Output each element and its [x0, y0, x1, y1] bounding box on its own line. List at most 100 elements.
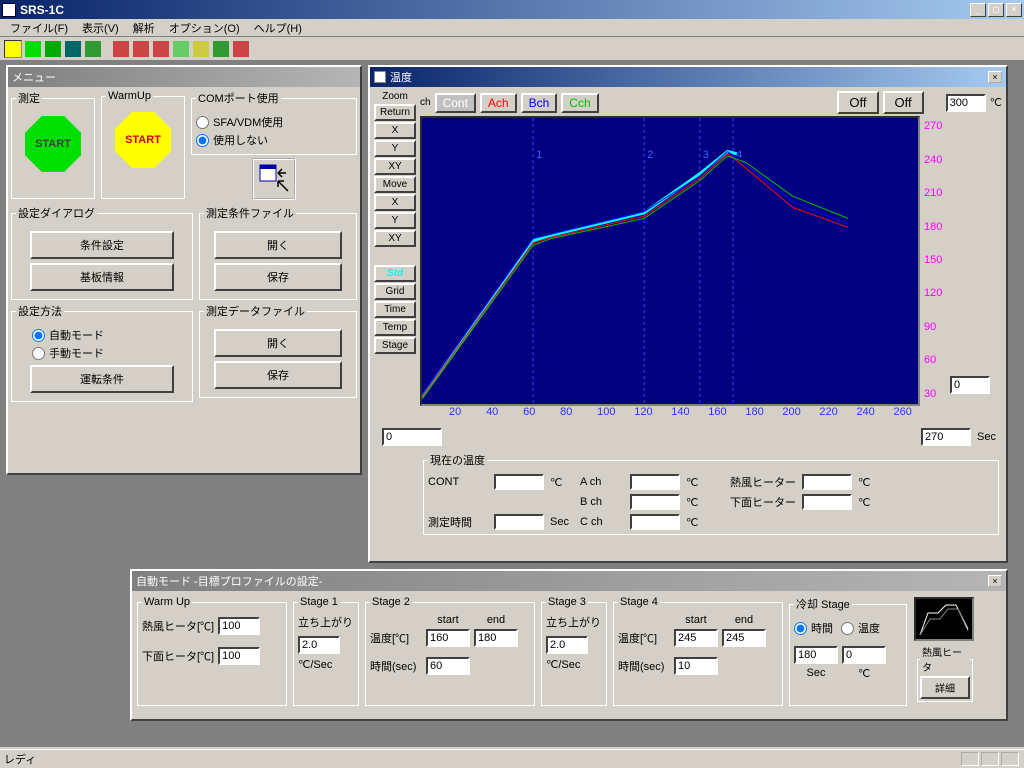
- ach-label: A ch: [580, 476, 624, 488]
- warmup-start-button[interactable]: START: [115, 112, 171, 168]
- cooling-group: 冷却 Stage: [794, 596, 852, 612]
- run-condition-button[interactable]: 運転条件: [30, 365, 174, 393]
- warmup-group: Warm Up: [142, 596, 192, 608]
- datafile-save-button[interactable]: 保存: [214, 361, 342, 389]
- bch-button[interactable]: Bch: [521, 93, 558, 113]
- toolbar-btn-2[interactable]: [24, 40, 42, 58]
- datafile-label: 測定データファイル: [204, 303, 307, 319]
- xmax-input[interactable]: [921, 428, 971, 446]
- off-a-button[interactable]: Off: [837, 91, 878, 114]
- stage2-temp-start[interactable]: [426, 629, 470, 647]
- toolbar-btn-6[interactable]: [112, 40, 130, 58]
- toolbar-btn-5[interactable]: [84, 40, 102, 58]
- temp-panel-title: 温度 ×: [370, 67, 1006, 87]
- temp-panel-close[interactable]: ×: [988, 71, 1002, 83]
- stage2-time[interactable]: [426, 657, 470, 675]
- toolbar-btn-9[interactable]: [172, 40, 190, 58]
- off-b-button[interactable]: Off: [883, 91, 924, 114]
- toolbar-btn-4[interactable]: [64, 40, 82, 58]
- toolbar-btn-3[interactable]: [44, 40, 62, 58]
- maximize-button[interactable]: □: [988, 3, 1004, 17]
- ymax-input[interactable]: [946, 94, 986, 112]
- cooling-time-input[interactable]: [794, 646, 838, 664]
- stage3-group: Stage 3: [546, 596, 588, 608]
- method-manual[interactable]: 手動モード: [32, 345, 188, 361]
- profile-panel-title: 自動モード -目標プロファイルの設定- ×: [132, 571, 1006, 591]
- curtemp-label: 現在の温度: [428, 452, 487, 468]
- toolbar-btn-8[interactable]: [152, 40, 170, 58]
- cch-value: [630, 514, 680, 530]
- zoom-btn-y-2[interactable]: Y: [374, 140, 416, 157]
- menu-help[interactable]: ヘルプ(H): [248, 18, 308, 38]
- menu-view[interactable]: 表示(V): [76, 18, 125, 38]
- view-btn-grid[interactable]: Grid: [374, 283, 416, 300]
- toolbar-btn-1[interactable]: [4, 40, 22, 58]
- cch-label: C ch: [580, 516, 624, 528]
- stage4-group: Stage 4: [618, 596, 660, 608]
- status-cell-3: [1001, 752, 1019, 766]
- profile-panel-close[interactable]: ×: [988, 575, 1002, 587]
- comport-opt2[interactable]: 使用しない: [196, 132, 352, 148]
- bch-value: [630, 494, 680, 510]
- board-info-button[interactable]: 基板情報: [30, 263, 174, 291]
- zoom-btn-return-0[interactable]: Return: [374, 104, 416, 121]
- method-auto[interactable]: 自動モード: [32, 327, 188, 343]
- status-text: レディ: [4, 751, 36, 767]
- stage4-temp-end[interactable]: [722, 629, 766, 647]
- view-btn-temp[interactable]: Temp: [374, 319, 416, 336]
- cooling-temp-input[interactable]: [842, 646, 886, 664]
- dialog-label: 設定ダイアログ: [16, 205, 97, 221]
- measure-start-button[interactable]: START: [25, 116, 81, 172]
- stage4-time[interactable]: [674, 657, 718, 675]
- zoom-buttons: ReturnXYXYMoveXYXY: [374, 104, 416, 247]
- zoom-btn-move-4[interactable]: Move: [374, 176, 416, 193]
- stage1-input[interactable]: [298, 636, 340, 654]
- minimize-button[interactable]: _: [970, 3, 986, 17]
- menu-analysis[interactable]: 解析: [127, 18, 161, 38]
- cch-button[interactable]: Cch: [561, 93, 598, 113]
- ach-value: [630, 474, 680, 490]
- y-offset-input[interactable]: [950, 376, 990, 394]
- menu-file[interactable]: ファイル(F): [4, 18, 74, 38]
- zoom-label: Zoom: [374, 91, 416, 102]
- detail-button[interactable]: 詳細: [920, 676, 970, 699]
- window-select-button[interactable]: [252, 158, 296, 200]
- statusbar: レディ: [0, 749, 1024, 768]
- measure-label: 測定: [16, 90, 42, 106]
- toolbar-btn-11[interactable]: [212, 40, 230, 58]
- xmin-input[interactable]: [382, 428, 442, 446]
- zoom-btn-xy-3[interactable]: XY: [374, 158, 416, 175]
- comport-opt1[interactable]: SFA/VDM使用: [196, 114, 352, 130]
- workspace: メニュー 測定 START WarmUp START COMポート使用 SFA/…: [0, 61, 1024, 747]
- ach-button[interactable]: Ach: [480, 93, 517, 113]
- menu-option[interactable]: オプション(O): [163, 18, 246, 38]
- cooling-time-radio[interactable]: 時間: [794, 620, 833, 636]
- condfile-open-button[interactable]: 開く: [214, 231, 342, 259]
- datafile-open-button[interactable]: 開く: [214, 329, 342, 357]
- panel-icon: [374, 71, 386, 83]
- view-btn-stage[interactable]: Stage: [374, 337, 416, 354]
- condition-button[interactable]: 条件設定: [30, 231, 174, 259]
- zoom-btn-x-5[interactable]: X: [374, 194, 416, 211]
- view-btn-time[interactable]: Time: [374, 301, 416, 318]
- stage3-input[interactable]: [546, 636, 588, 654]
- cooling-temp-radio[interactable]: 温度: [841, 620, 880, 636]
- warmup-bottom-input[interactable]: [218, 647, 260, 665]
- stage4-temp-start[interactable]: [674, 629, 718, 647]
- zoom-btn-xy-7[interactable]: XY: [374, 230, 416, 247]
- temperature-chart[interactable]: 1234: [420, 116, 920, 406]
- stage2-temp-end[interactable]: [474, 629, 518, 647]
- cont-button[interactable]: Cont: [435, 93, 476, 113]
- close-button[interactable]: ×: [1006, 3, 1022, 17]
- view-btn-std[interactable]: Std: [374, 265, 416, 282]
- toolbar-btn-12[interactable]: [232, 40, 250, 58]
- zoom-btn-y-6[interactable]: Y: [374, 212, 416, 229]
- zoom-btn-x-1[interactable]: X: [374, 122, 416, 139]
- heater-label: 熱風ヒータ: [920, 644, 970, 674]
- toolbar-btn-7[interactable]: [132, 40, 150, 58]
- toolbar-btn-10[interactable]: [192, 40, 210, 58]
- profile-preview: [914, 597, 974, 641]
- warmup-hotair-input[interactable]: [218, 617, 260, 635]
- temperature-panel: 温度 × Zoom ReturnXYXYMoveXYXY StdGridTime…: [368, 65, 1008, 563]
- condfile-save-button[interactable]: 保存: [214, 263, 342, 291]
